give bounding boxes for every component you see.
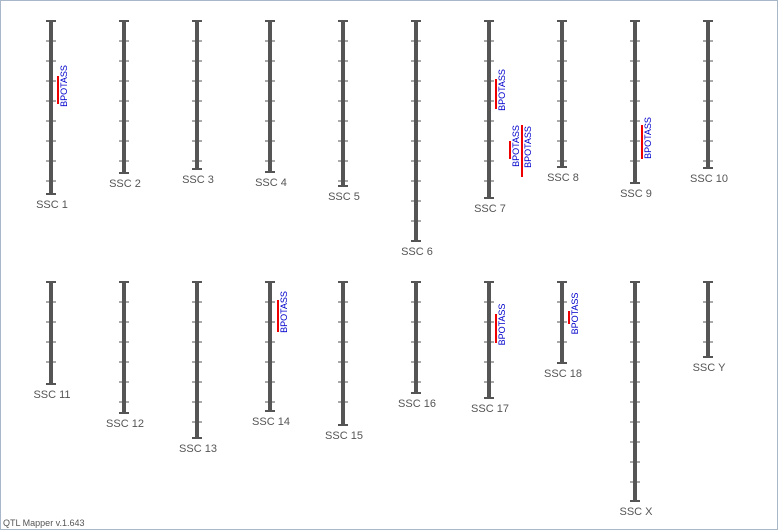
chromosome-label: SSC X xyxy=(619,506,653,518)
qtl-label: BPOTASS xyxy=(643,117,653,159)
chromosome-label: SSC 9 xyxy=(620,188,652,200)
chromosome-label: SSC Y xyxy=(693,362,726,374)
footer: QTL Mapper v.1.643 xyxy=(3,518,85,528)
qtl-label: BPOTASS xyxy=(59,65,69,107)
chromosome-label: SSC 5 xyxy=(328,191,360,203)
chromosome-label: SSC 4 xyxy=(255,177,287,189)
chromosome-label: SSC 16 xyxy=(398,398,436,410)
qtl-label: BPOTASS xyxy=(511,125,521,167)
chromosome-label: SSC 3 xyxy=(182,174,214,186)
chromosome-label: SSC 6 xyxy=(401,246,433,258)
qtl-label: BPOTASS xyxy=(523,126,533,168)
qtl-label: BPOTASS xyxy=(279,291,289,333)
qtl-label: BPOTASS xyxy=(570,293,580,335)
chromosome-label: SSC 18 xyxy=(544,368,582,380)
qtl-label: BPOTASS xyxy=(497,304,507,346)
chromosome-label: SSC 11 xyxy=(33,389,70,401)
chromosome-label: SSC 12 xyxy=(106,418,144,430)
qtl-label: BPOTASS xyxy=(497,69,507,111)
chromosome-label: SSC 14 xyxy=(252,416,290,428)
chromosome-label: SSC 1 xyxy=(36,199,68,211)
chromosome-label: SSC 10 xyxy=(690,173,728,185)
chromosome-label: SSC 2 xyxy=(109,178,141,190)
chromosome-label: SSC 17 xyxy=(471,403,509,415)
chromosome-label: SSC 15 xyxy=(325,430,363,442)
chromosome-label: SSC 13 xyxy=(179,443,217,455)
chromosome-label: SSC 8 xyxy=(547,172,579,184)
chromosome-label: SSC 7 xyxy=(474,203,506,215)
